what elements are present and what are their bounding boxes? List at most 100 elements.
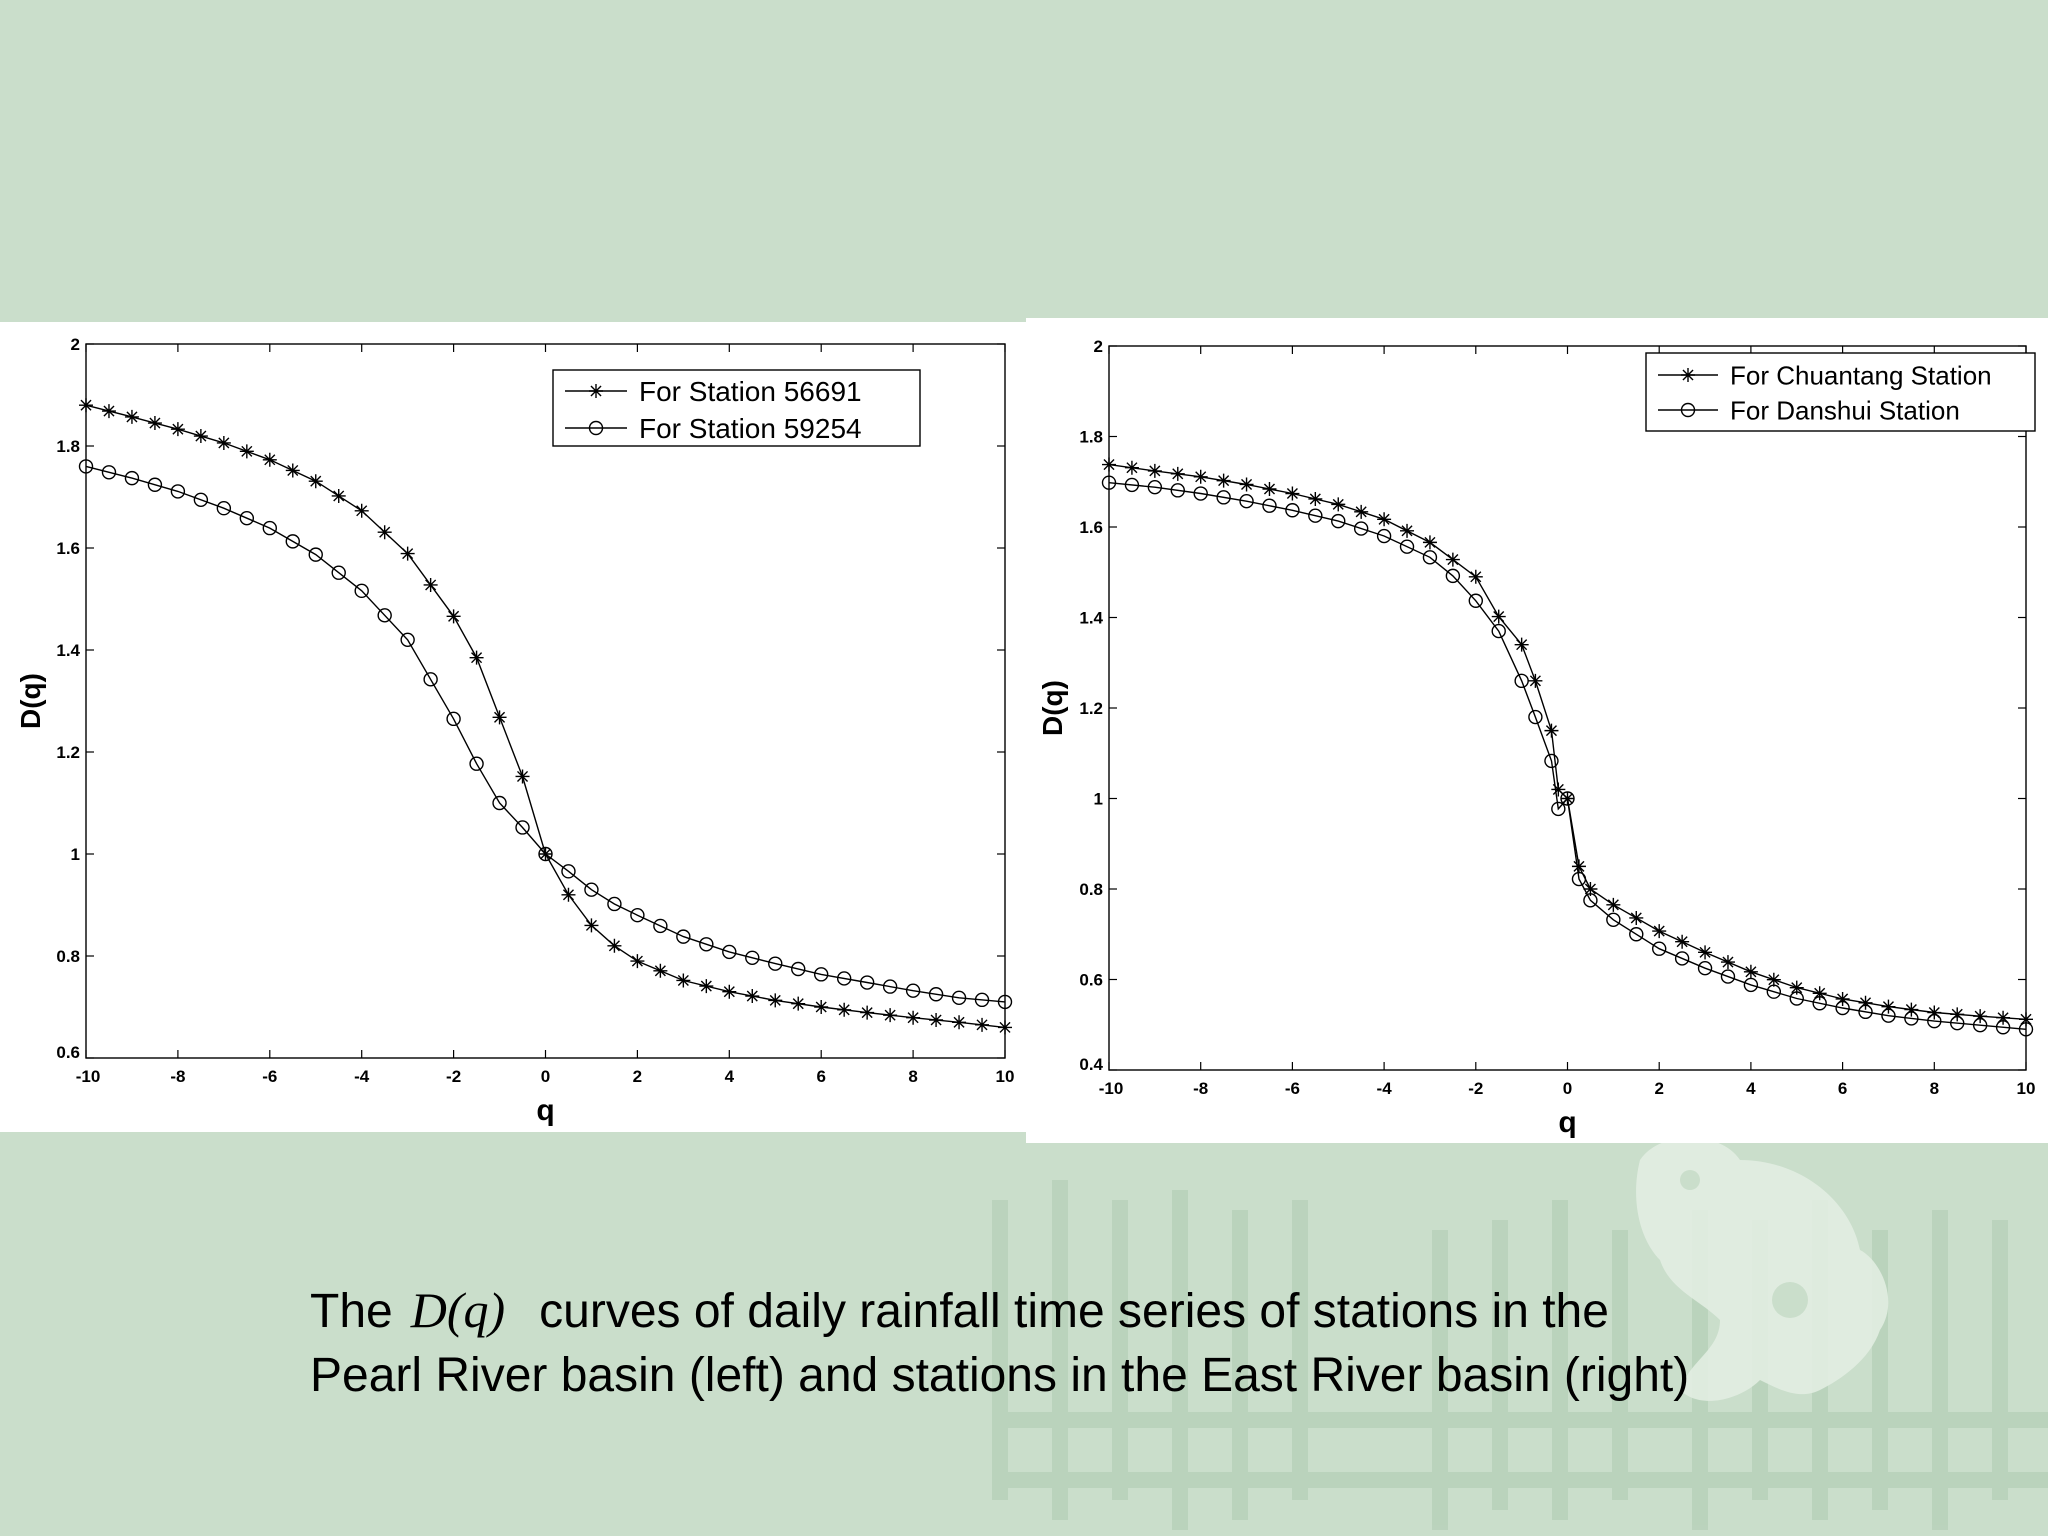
left-chart-series-1-point bbox=[975, 1017, 990, 1032]
right-chart-series-2-point bbox=[1972, 1018, 1988, 1033]
left-chart-series-2-point bbox=[653, 918, 668, 934]
left-chart: -10 -8 -6 -4 -2 0 2 4 6 8 10 0.6 0.8 1 1.2 1.4 1.6 1.8 2 q D… bbox=[15, 335, 1014, 1127]
right-chart-series-1 bbox=[1102, 457, 2033, 1027]
right-chart-y-tick-label: 1 bbox=[1094, 790, 1103, 809]
right-chart-y-tick-label: 2 bbox=[1094, 337, 1103, 356]
left-chart-series-1-point bbox=[906, 1010, 921, 1025]
left-chart-series-2-point bbox=[515, 820, 530, 835]
right-chart-x-tick-label: 2 bbox=[1654, 1079, 1663, 1098]
right-chart-plot-area bbox=[1108, 345, 2027, 1071]
right-chart-series-2-point bbox=[1720, 969, 1736, 984]
left-chart-panel: -10 -8 -6 -4 -2 0 2 4 6 8 10 0.6 0.8 1 1.2 1.4 1.6 1.8 2 q D… bbox=[0, 322, 1026, 1132]
left-chart-series-2-point bbox=[768, 956, 783, 971]
right-chart-y-tick-label: 0.4 bbox=[1079, 1055, 1103, 1074]
left-chart-x-tick-label: -4 bbox=[354, 1067, 370, 1086]
right-chart-series-1-point bbox=[1124, 460, 1139, 475]
left-chart-series-1-point bbox=[377, 525, 392, 540]
left-chart-x-tick-label: 2 bbox=[633, 1067, 642, 1086]
right-chart-series-1-point bbox=[1551, 782, 1566, 797]
right-chart-series-2-point bbox=[1124, 477, 1140, 493]
left-chart-x-tick-label: -8 bbox=[170, 1067, 185, 1086]
right-chart-series-1-point bbox=[1720, 955, 1735, 970]
left-chart-series-1-point bbox=[147, 416, 162, 431]
right-chart-series-1-point bbox=[1308, 491, 1323, 506]
right-chart-series-2-point bbox=[1445, 568, 1461, 584]
right-chart-series-2-point bbox=[1881, 1008, 1896, 1023]
right-chart-x-tick-label: 6 bbox=[1838, 1079, 1847, 1098]
left-chart-series-2-point bbox=[216, 501, 232, 516]
right-chart-series-1-point bbox=[1422, 535, 1437, 550]
left-chart-series-1-point bbox=[584, 918, 599, 933]
left-chart-series-2-point bbox=[446, 711, 461, 727]
right-chart-series-1-point bbox=[1528, 673, 1543, 688]
left-chart-series-1-point bbox=[561, 887, 576, 902]
right-chart-series-2-point bbox=[1927, 1013, 1942, 1029]
right-chart-series-2-point bbox=[1285, 503, 1300, 518]
right-chart-series-1-point bbox=[1675, 934, 1690, 949]
right-chart-series-1-point bbox=[1331, 497, 1346, 512]
left-chart-series-1-point bbox=[883, 1008, 898, 1023]
left-chart-y-tick-label: 1.6 bbox=[56, 539, 80, 558]
right-chart-series-1-point bbox=[1629, 910, 1644, 925]
right-chart-series-2-point bbox=[1528, 709, 1543, 725]
right-chart-y-tick-label: 1.2 bbox=[1079, 699, 1103, 718]
right-chart: -10 -8 -6 -4 -2 0 2 4 6 8 10 0.4 0.6 0.8 1 1.2 1.4 1.6 1.8… bbox=[1037, 337, 2036, 1139]
left-chart-series-2-point bbox=[974, 992, 990, 1008]
right-chart-series-2-point bbox=[2018, 1022, 2034, 1037]
left-chart-series-1-point bbox=[331, 488, 346, 503]
right-chart-series-1-point bbox=[2019, 1012, 2033, 1027]
left-chart-series-1-point bbox=[124, 409, 139, 424]
right-chart-series-2-point bbox=[1583, 893, 1598, 908]
left-chart-series-2-point bbox=[561, 864, 576, 879]
right-chart-series-2-point bbox=[1904, 1011, 1919, 1026]
left-chart-series-2-point bbox=[124, 470, 140, 486]
right-chart-series-1-point bbox=[1170, 466, 1185, 481]
right-chart-series-1-point bbox=[1285, 486, 1300, 501]
right-chart-series-1-point bbox=[1400, 523, 1415, 538]
right-chart-series-1-point bbox=[1789, 980, 1804, 995]
right-chart-series-1-point bbox=[1239, 477, 1254, 492]
right-chart-legend-label: For Danshui Station bbox=[1730, 395, 1960, 425]
right-chart-series-2-point bbox=[1652, 941, 1667, 956]
right-chart-y-tick-label: 1.8 bbox=[1079, 428, 1103, 447]
right-chart-y-axis-label: D(q) bbox=[1037, 680, 1068, 736]
right-chart-series-2-point bbox=[1353, 521, 1369, 536]
left-chart-series-2-point bbox=[469, 756, 484, 771]
right-chart-series-1-point bbox=[1606, 897, 1621, 912]
left-chart-series-2-point bbox=[377, 608, 392, 623]
right-chart-y-tick-label: 0.6 bbox=[1079, 971, 1103, 990]
left-chart-y-tick-label: 2 bbox=[71, 335, 80, 354]
right-chart-x-tick-label: 4 bbox=[1746, 1079, 1756, 1098]
figure-caption: The D(q) curves of daily rainfall time ser… bbox=[310, 1278, 1689, 1408]
left-chart-series-1-point bbox=[193, 429, 208, 444]
left-chart-series-1-point bbox=[515, 769, 530, 784]
left-chart-series-2-point bbox=[814, 967, 829, 982]
right-chart-series-2 bbox=[1101, 475, 2034, 1037]
left-chart-x-tick-label: -10 bbox=[76, 1067, 101, 1086]
left-chart-series-2-point bbox=[699, 937, 714, 952]
caption-math-dq: D(q) bbox=[410, 1282, 506, 1338]
right-chart-series-1-point bbox=[1904, 1002, 1919, 1017]
right-chart-series-1-point bbox=[1216, 473, 1231, 488]
left-chart-x-axis-label: q bbox=[536, 1094, 554, 1127]
right-chart-series-1-point bbox=[1354, 504, 1369, 519]
left-chart-legend-marker bbox=[588, 420, 604, 436]
right-chart-series-1-point bbox=[1996, 1010, 2011, 1025]
left-chart-series-1-point bbox=[929, 1013, 944, 1028]
left-chart-series-2-point bbox=[584, 882, 599, 897]
left-chart-series-2-point bbox=[78, 459, 94, 474]
right-chart-series-1-point bbox=[1445, 552, 1460, 567]
right-chart-series-1-point bbox=[1927, 1005, 1942, 1020]
left-chart-y-tick-label: 0.6 bbox=[56, 1043, 80, 1062]
right-chart-series-2-point bbox=[1560, 791, 1575, 806]
right-chart-series-2-point bbox=[1606, 912, 1621, 927]
left-chart-x-tick-label: 0 bbox=[541, 1067, 550, 1086]
right-chart-series-1-point bbox=[1583, 882, 1598, 896]
right-chart-series-2-point bbox=[1308, 508, 1323, 523]
right-chart-series-1-point bbox=[1102, 457, 1116, 472]
left-chart-x-tick-label: -6 bbox=[262, 1067, 277, 1086]
right-chart-y-tick-label: 1.6 bbox=[1079, 518, 1103, 537]
right-chart-series-2-point bbox=[1995, 1020, 2011, 1035]
right-chart-series-2-point bbox=[1835, 1000, 1850, 1016]
